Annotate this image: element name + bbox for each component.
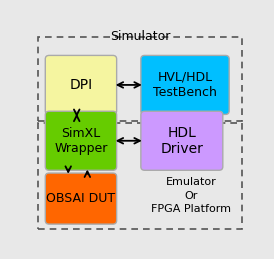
Text: OBSAI DUT: OBSAI DUT — [46, 192, 116, 205]
Text: Simulator: Simulator — [110, 30, 171, 42]
Text: HVL/HDL
TestBench: HVL/HDL TestBench — [153, 71, 217, 99]
FancyBboxPatch shape — [141, 55, 229, 114]
Text: Emulator
Or
FPGA Platform: Emulator Or FPGA Platform — [152, 177, 231, 214]
Bar — [38, 37, 242, 121]
Text: DPI: DPI — [69, 78, 93, 92]
FancyBboxPatch shape — [45, 55, 117, 114]
FancyBboxPatch shape — [45, 111, 117, 170]
FancyBboxPatch shape — [45, 173, 117, 224]
Text: SimXL
Wrapper: SimXL Wrapper — [54, 127, 108, 155]
Text: HDL
Driver: HDL Driver — [160, 126, 203, 156]
Bar — [38, 123, 242, 228]
FancyBboxPatch shape — [141, 111, 223, 170]
